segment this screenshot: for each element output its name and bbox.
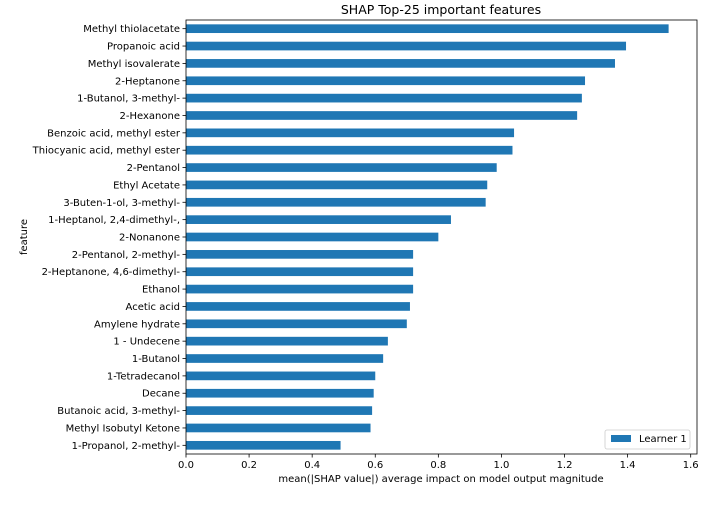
- y-tick-label: 1-Propanol, 2-methyl-: [72, 441, 181, 452]
- y-tick-label: Methyl isovalerate: [88, 59, 180, 70]
- bar: [186, 232, 439, 242]
- legend-swatch: [611, 435, 631, 442]
- x-tick-label: 0.4: [304, 460, 320, 471]
- bar: [186, 371, 376, 381]
- bar: [186, 406, 373, 415]
- bar: [186, 24, 669, 34]
- legend-label: Learner 1: [639, 434, 687, 445]
- y-tick-label: 2-Hexanone: [120, 111, 180, 122]
- y-tick-label: Acetic acid: [126, 302, 180, 313]
- x-ticks-layer: 0.0 0.2 0.4 0.6 0.8 1.0 1.2 1.4 1.6: [178, 454, 699, 471]
- y-tick-label: Butanoic acid, 3-methyl-: [57, 406, 180, 417]
- y-tick-label: Amylene hydrate: [94, 319, 180, 330]
- plot-frame: [185, 19, 698, 455]
- y-tick-label: 1-Tetradecanol: [107, 371, 180, 382]
- y-tick-label: 1-Heptanol, 2,4-dimethyl-,: [48, 215, 180, 226]
- bar: [186, 111, 578, 120]
- x-tick-label: 1.2: [557, 460, 573, 471]
- bar: [186, 319, 407, 329]
- y-tick-label: Decane: [142, 389, 180, 400]
- y-tick-label: 1-Butanol: [132, 354, 180, 365]
- chart-title: SHAP Top-25 important features: [341, 2, 541, 17]
- legend: Learner 1: [604, 429, 691, 450]
- bar: [186, 41, 627, 51]
- y-tick-label: Benzoic acid, methyl ester: [47, 128, 181, 139]
- y-tick-label: 3-Buten-1-ol, 3-methyl-: [63, 198, 180, 209]
- bar: [186, 145, 513, 155]
- y-tick-label: 2-Heptanone: [115, 76, 180, 87]
- bar: [186, 440, 341, 450]
- bar: [186, 163, 497, 172]
- y-tick-label: 1-Butanol, 3-methyl-: [77, 94, 180, 105]
- x-tick-label: 1.6: [683, 460, 699, 471]
- bar: [186, 354, 384, 363]
- bar: [186, 388, 374, 398]
- bar: [186, 197, 486, 207]
- y-tick-label: 2-Pentanol: [127, 163, 180, 174]
- bar: [186, 180, 488, 190]
- bar: [186, 302, 410, 311]
- y-ticks-layer: Methyl thiolacetate Propanoic acid Methyl …: [32, 24, 186, 452]
- y-tick-label: 2-Heptanone, 4,6-dimethyl-: [42, 267, 181, 278]
- y-tick-label: Ethanol: [142, 285, 180, 296]
- bar: [186, 336, 388, 346]
- x-tick-label: 0.6: [367, 460, 383, 471]
- bar: [186, 423, 371, 433]
- y-tick-label: Ethyl Acetate: [113, 180, 180, 191]
- legend-box: [604, 429, 691, 450]
- x-tick-label: 0.0: [178, 460, 194, 471]
- x-tick-label: 0.2: [241, 460, 257, 471]
- y-tick-label: 2-Nonanone: [119, 233, 180, 244]
- y-tick-label: 2-Pentanol, 2-methyl-: [72, 250, 181, 261]
- x-tick-label: 0.8: [430, 460, 446, 471]
- bars-layer: [186, 24, 669, 450]
- y-tick-label: Thiocyanic acid, methyl ester: [32, 146, 181, 157]
- bar: [186, 284, 414, 294]
- bar: [186, 215, 451, 224]
- x-tick-label: 1.0: [493, 460, 509, 471]
- x-axis-label: mean(|SHAP value|) average impact on mod…: [278, 474, 603, 485]
- bar: [186, 59, 615, 68]
- y-tick-label: Methyl thiolacetate: [83, 24, 180, 35]
- y-tick-label: Propanoic acid: [107, 42, 180, 53]
- bar: [186, 250, 414, 259]
- bar: [186, 76, 586, 86]
- x-tick-label: 1.4: [620, 460, 636, 471]
- y-tick-label: Methyl Isobutyl Ketone: [66, 423, 180, 434]
- bar: [186, 128, 515, 138]
- y-axis-label: feature: [19, 219, 30, 255]
- y-tick-label: 1 - Undecene: [113, 337, 180, 348]
- bar: [186, 93, 582, 103]
- bar: [186, 267, 414, 277]
